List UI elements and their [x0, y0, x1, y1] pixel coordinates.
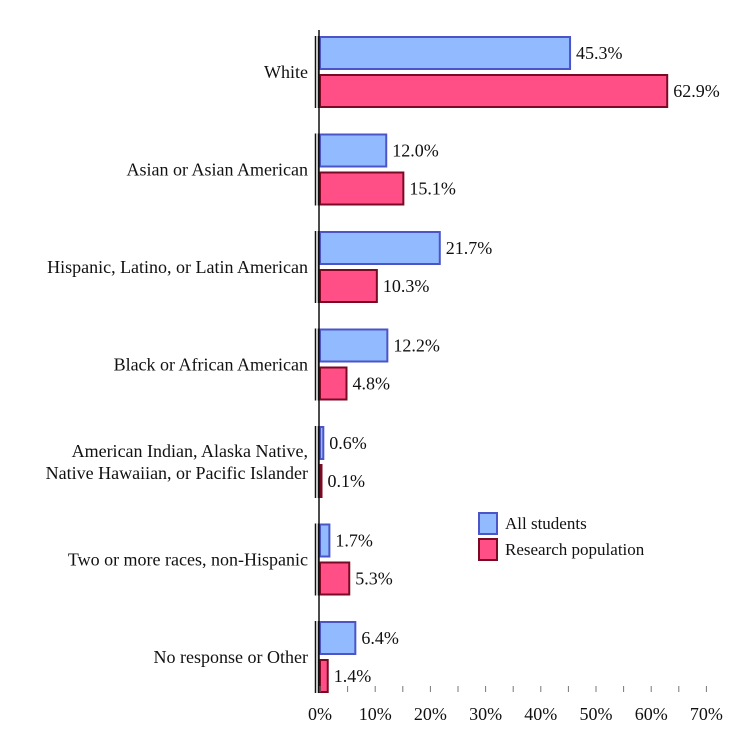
category-labels: White Asian or Asian American Hispanic, La…: [46, 62, 308, 667]
bar-all-students-5: [319, 523, 331, 558]
category-label-6: No response or Other: [154, 647, 308, 667]
value-label-all-students-0: 45.3%: [576, 43, 623, 63]
bars-layer: 45.3% 62.9% 12.0% 15.1% 21.7% 10.3% 12.2%4.8% 0…: [314, 36, 720, 693]
x-axis: 0% 10% 20% 30% 40% 50% 60% 70%: [308, 30, 723, 724]
bar-research-population-0: [319, 74, 669, 108]
x-tick-label-60: 60%: [635, 704, 668, 724]
bar-research-population-4: [319, 464, 323, 498]
legend-label-research-population: Research population: [505, 540, 645, 559]
bar-all-students-6: [319, 621, 357, 655]
category-label-1: Asian or Asian American: [127, 160, 308, 180]
category-label-4-line-0: American Indian, Alaska Native,: [72, 441, 308, 461]
bar-research-population-6: [319, 659, 329, 693]
category-label-4-line-1: Native Hawaiian, or Pacific Islander: [46, 463, 308, 483]
x-tick-label-0: 0%: [308, 704, 332, 724]
value-label-all-students-6: 6.4%: [361, 628, 399, 648]
bar-all-students-3: [319, 328, 389, 363]
x-tick-label-40: 40%: [524, 704, 557, 724]
x-tick-label-20: 20%: [414, 704, 447, 724]
value-label-research-population-5: 5.3%: [355, 569, 393, 589]
category-label-3: Black or African American: [114, 355, 308, 375]
value-label-all-students-1: 12.0%: [392, 141, 439, 161]
value-label-research-population-1: 15.1%: [409, 179, 456, 199]
bar-research-population-5: [319, 561, 351, 596]
category-label-2: Hispanic, Latino, or Latin American: [47, 257, 308, 277]
bar-research-population-2: [319, 269, 378, 303]
value-label-research-population-3: 4.8%: [352, 374, 390, 394]
category-label-0: White: [264, 62, 308, 82]
bar-research-population-1: [319, 171, 405, 206]
value-label-all-students-2: 21.7%: [446, 238, 493, 258]
x-tick-label-70: 70%: [690, 704, 723, 724]
bar-all-students-1: [319, 133, 388, 168]
value-label-research-population-2: 10.3%: [383, 276, 430, 296]
x-tick-label-10: 10%: [359, 704, 392, 724]
legend-label-all-students: All students: [505, 514, 587, 533]
bar-all-students-0: [319, 36, 572, 70]
x-tick-label-30: 30%: [469, 704, 502, 724]
value-label-all-students-5: 1.7%: [335, 531, 373, 551]
value-label-all-students-3: 12.2%: [393, 336, 440, 356]
legend: All students Research population: [478, 512, 645, 561]
category-label-5: Two or more races, non-Hispanic: [68, 550, 308, 570]
value-label-all-students-4: 0.6%: [329, 433, 367, 453]
bar-all-students-4: [319, 426, 325, 460]
legend-swatch-research-population: [478, 538, 498, 561]
bar-all-students-2: [319, 231, 441, 265]
value-label-research-population-4: 0.1%: [328, 471, 366, 491]
x-tick-label-50: 50%: [580, 704, 613, 724]
value-label-research-population-6: 1.4%: [334, 666, 372, 686]
bar-research-population-3: [319, 366, 348, 401]
legend-swatch-all-students: [478, 512, 498, 535]
value-label-research-population-0: 62.9%: [673, 81, 720, 101]
